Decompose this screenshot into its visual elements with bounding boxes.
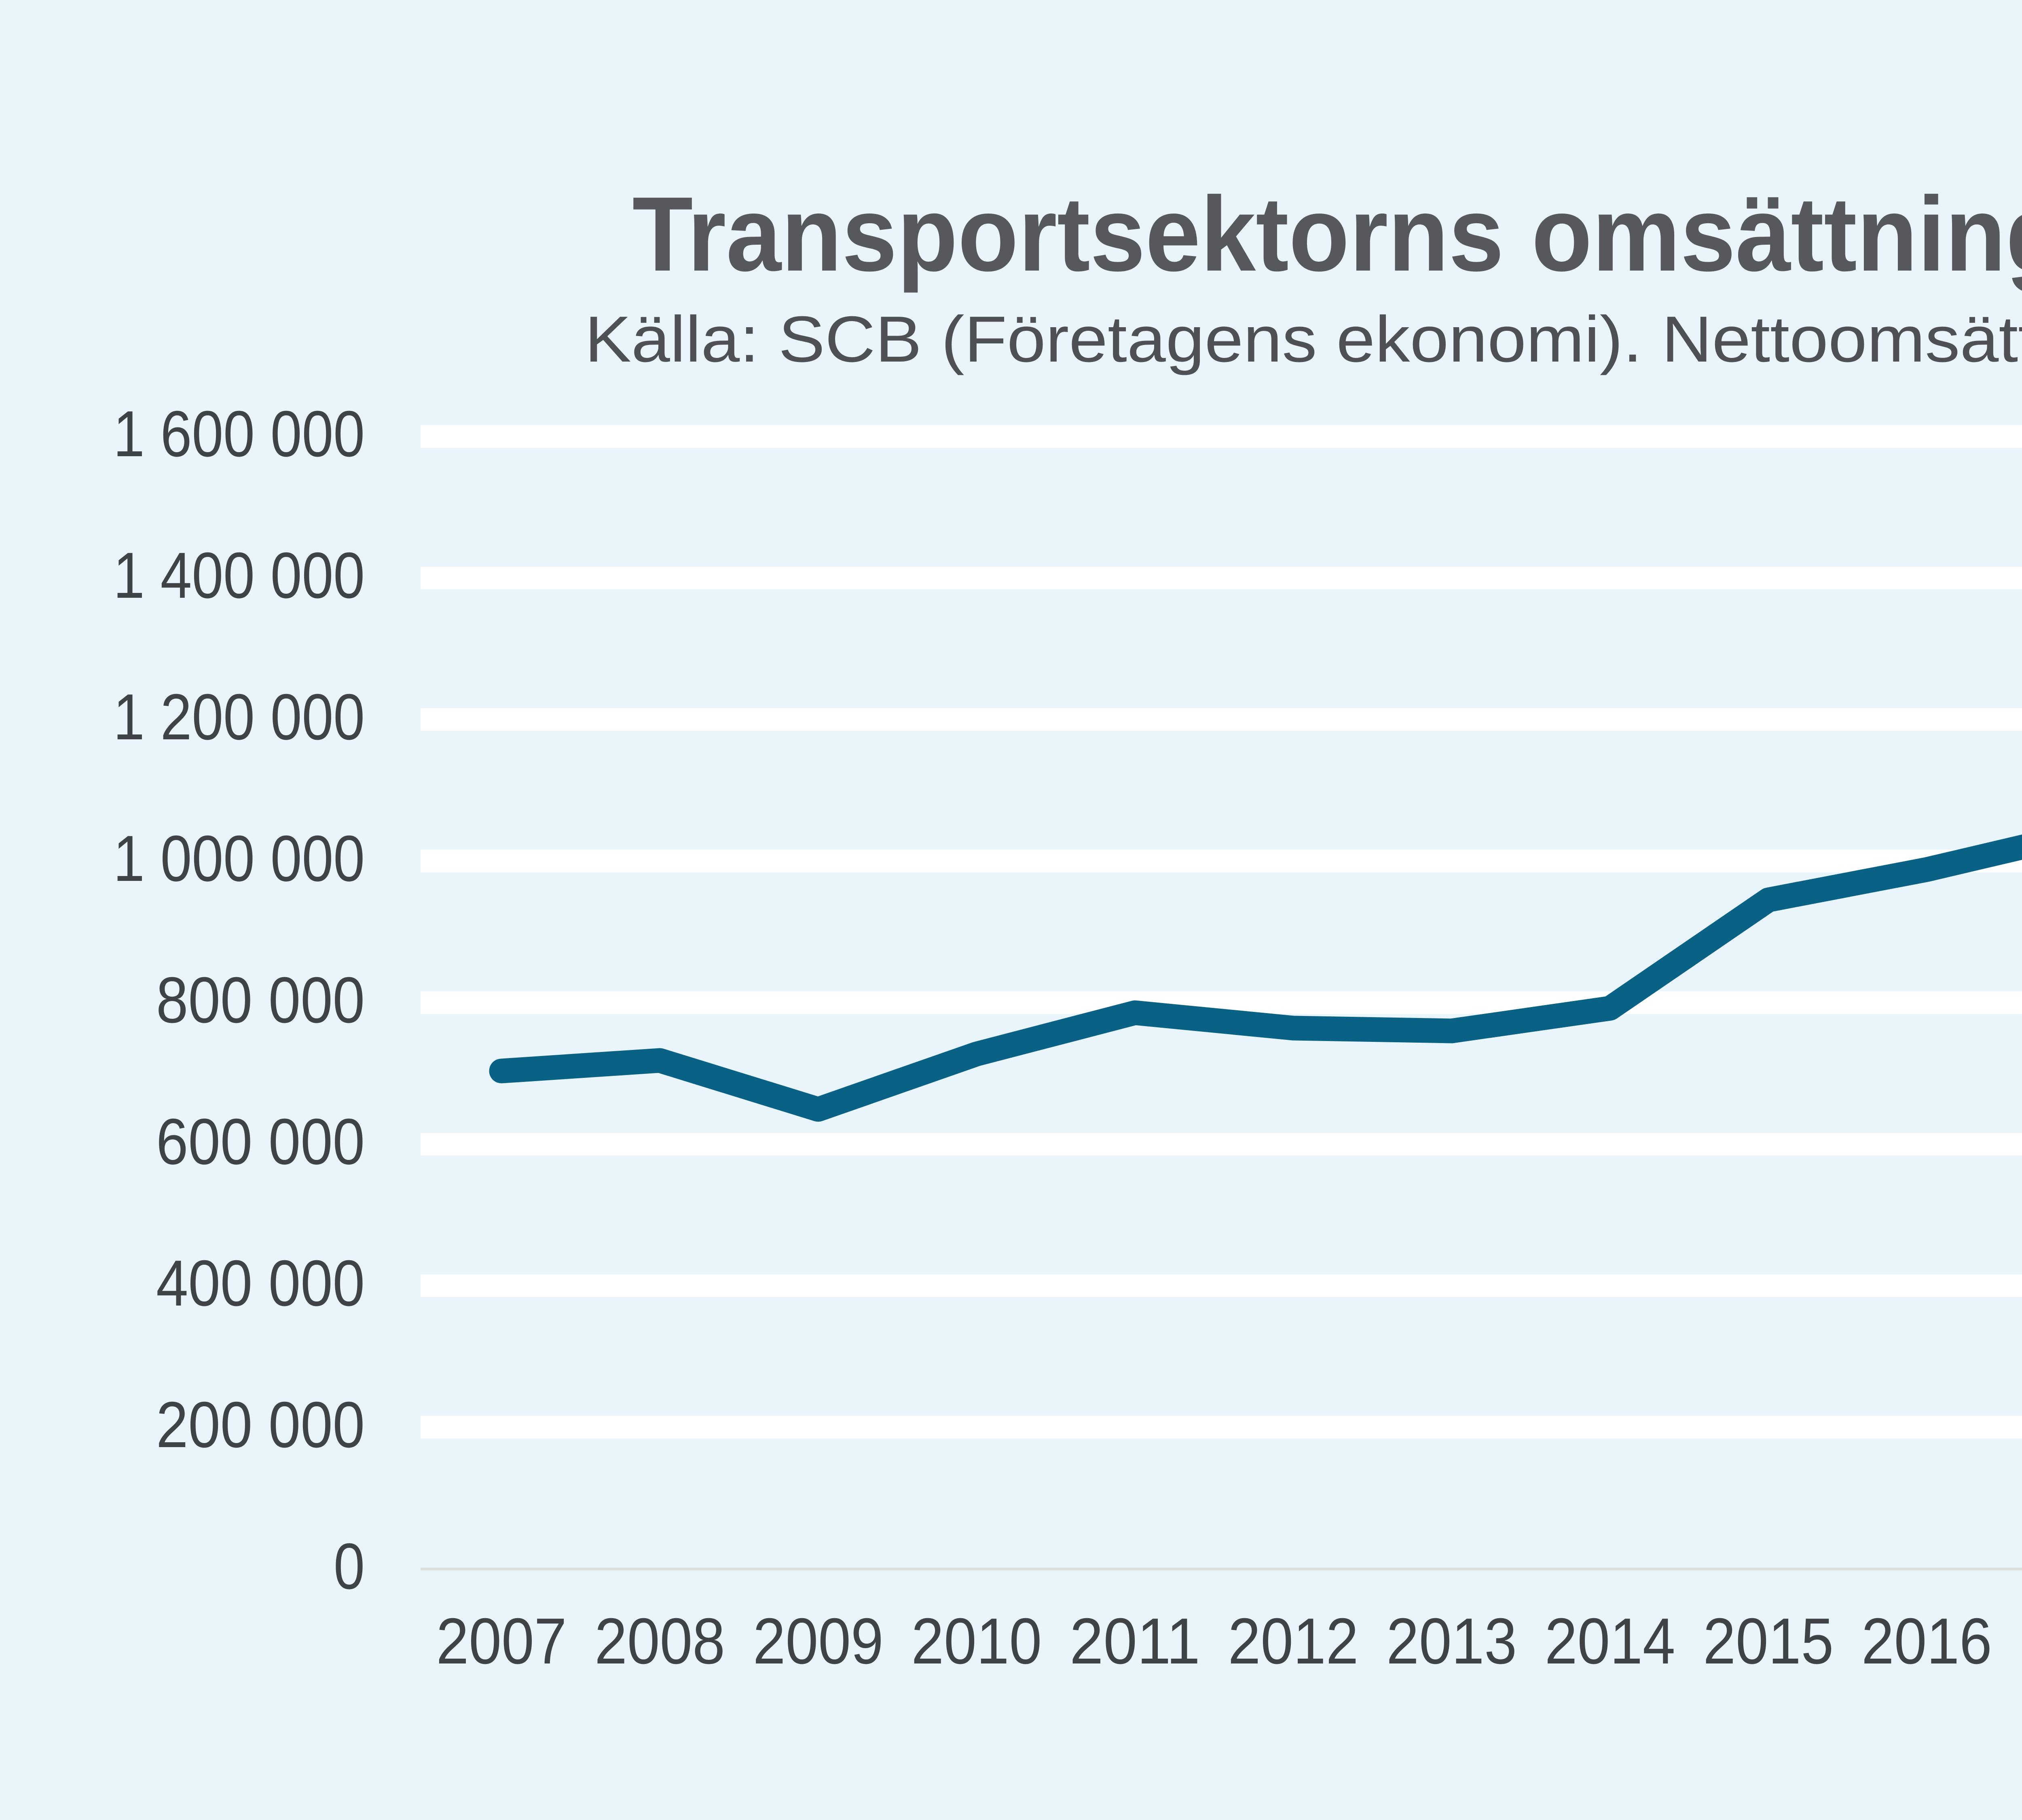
svg-text:400 000: 400 000 [156, 1247, 365, 1320]
svg-text:Källa: SCB (Företagens ekonomi: Källa: SCB (Företagens ekonomi). Nettoom… [585, 303, 2022, 376]
svg-text:2016: 2016 [1861, 1605, 1992, 1678]
svg-text:2017: 2017 [2020, 1605, 2022, 1678]
svg-text:600 000: 600 000 [156, 1105, 365, 1178]
svg-text:1 000 000: 1 000 000 [113, 822, 365, 895]
svg-text:Transportsektorns omsättningsu: Transportsektorns omsättningsutveckling [632, 175, 2022, 294]
svg-text:2007: 2007 [436, 1605, 567, 1678]
svg-text:1 400 000: 1 400 000 [113, 539, 365, 612]
svg-text:2009: 2009 [753, 1605, 884, 1678]
svg-text:2011: 2011 [1070, 1605, 1200, 1678]
svg-text:800 000: 800 000 [156, 964, 365, 1037]
svg-text:2013: 2013 [1386, 1605, 1517, 1678]
svg-text:200 000: 200 000 [156, 1388, 365, 1461]
svg-text:2014: 2014 [1545, 1605, 1675, 1678]
svg-text:1 600 000: 1 600 000 [113, 398, 365, 470]
svg-text:2010: 2010 [911, 1605, 1042, 1678]
svg-text:2015: 2015 [1703, 1605, 1834, 1678]
svg-text:2012: 2012 [1228, 1605, 1359, 1678]
svg-text:2008: 2008 [594, 1605, 725, 1678]
svg-text:1 200 000: 1 200 000 [113, 681, 365, 753]
svg-text:0: 0 [334, 1530, 365, 1603]
